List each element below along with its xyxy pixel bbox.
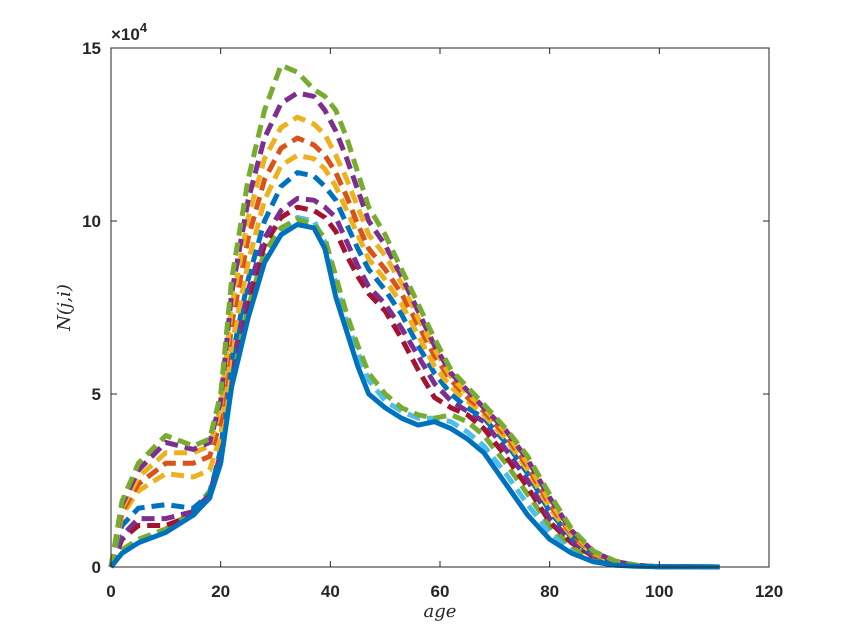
x-tick-label: 20 (211, 582, 230, 601)
x-tick-label: 100 (645, 582, 673, 601)
y-tick-label: 0 (92, 558, 101, 577)
y-axis-label: N(j,i) (54, 284, 75, 332)
y-tick-label: 5 (92, 385, 101, 404)
x-tick-label: 0 (106, 582, 115, 601)
y-tick-label: 10 (82, 212, 101, 231)
x-tick-label: 60 (431, 582, 450, 601)
y-tick-label: 15 (82, 39, 101, 58)
x-tick-label: 120 (755, 582, 783, 601)
series-line-4 (108, 204, 720, 570)
series-line-11 (108, 62, 720, 570)
series-line-5 (108, 196, 720, 570)
series-line-1 (109, 222, 720, 570)
x-tick-label: 40 (321, 582, 340, 601)
y-exponent-base: ×10 (111, 25, 140, 44)
series-layer (108, 62, 720, 570)
x-tick-label: 80 (540, 582, 559, 601)
y-exponent-label: ×104 (111, 20, 148, 44)
series-line-3 (108, 216, 720, 570)
x-axis-label: age (424, 601, 457, 622)
tick-layer: 0 20 40 60 80 100 120 0 5 10 15 (82, 39, 783, 601)
y-exponent-power: 4 (140, 20, 148, 35)
series-line-6 (108, 170, 720, 570)
series-line-2 (108, 215, 720, 570)
